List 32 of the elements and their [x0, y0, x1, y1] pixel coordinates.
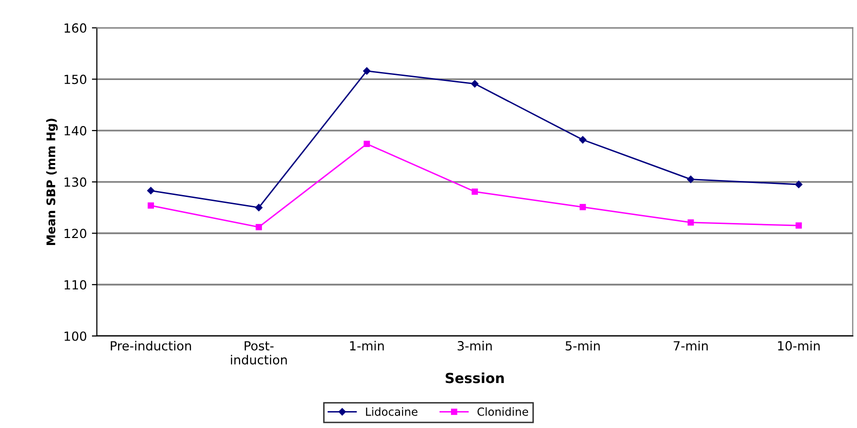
y-tick-label: 100 — [64, 331, 86, 341]
point — [364, 140, 370, 148]
x-tick-label: 3-min — [458, 340, 492, 351]
x-tick-label: 10-min — [778, 340, 820, 351]
point — [578, 136, 587, 144]
point — [148, 202, 154, 209]
y-tick-label: 110 — [64, 280, 86, 290]
y-tick-label: 150 — [64, 74, 86, 84]
legend-label: Clonidine — [478, 407, 528, 416]
x-tick-label: 7-min — [674, 340, 708, 350]
y-tick-label: 160 — [64, 23, 86, 33]
x-tick-label: 1-min — [350, 340, 384, 350]
point — [688, 219, 694, 226]
x-tick-label: Pre-induction — [110, 340, 191, 351]
y-tick-label: 130 — [64, 177, 86, 187]
y-tick-label: 120 — [64, 228, 86, 238]
point — [470, 80, 479, 88]
point — [796, 222, 802, 229]
legend-label: Lidocaine — [366, 407, 418, 416]
point — [686, 175, 695, 184]
point — [472, 188, 478, 195]
point — [362, 67, 371, 75]
point — [254, 204, 263, 212]
x-axis-title: Session — [446, 372, 504, 384]
point — [580, 204, 586, 210]
y-axis-title: Mean SBP (mm Hg) — [46, 118, 58, 245]
point — [794, 180, 803, 188]
y-tick-label: 140 — [64, 126, 86, 136]
point — [256, 224, 262, 230]
x-tick-label: Post- induction — [230, 341, 287, 365]
point — [146, 186, 155, 195]
x-tick-label: 5-min — [566, 340, 600, 351]
